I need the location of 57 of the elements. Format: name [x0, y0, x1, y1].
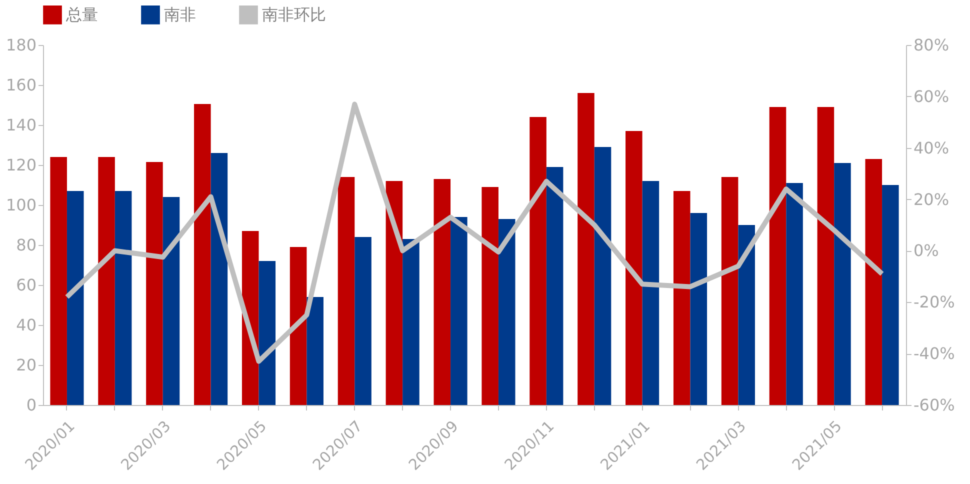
- y2-tick-label: -20%: [914, 292, 955, 312]
- y-tick-label: 160: [6, 76, 36, 94]
- bar: [114, 191, 132, 405]
- bar: [834, 163, 851, 405]
- bar: [738, 225, 755, 405]
- bar: [242, 231, 259, 405]
- bar: [290, 247, 307, 405]
- y-tick-label: 100: [6, 196, 36, 214]
- bar: [50, 157, 67, 405]
- bar: [865, 159, 882, 405]
- bar: [258, 261, 276, 405]
- bar: [530, 117, 546, 405]
- bar: [594, 147, 612, 405]
- legend-label: 南非: [164, 4, 196, 24]
- bar: [482, 187, 498, 405]
- y2-tick-label: 60%: [914, 86, 950, 106]
- bar: [306, 297, 324, 405]
- bar: [642, 181, 660, 405]
- bar: [194, 104, 211, 405]
- bar: [98, 157, 115, 405]
- y2-tick-label: 20%: [914, 190, 950, 209]
- y-tick-label: 20: [16, 356, 36, 374]
- bar: [690, 213, 708, 405]
- bar: [402, 239, 420, 405]
- y2-tick-label: 80%: [914, 36, 950, 54]
- bar: [162, 197, 180, 405]
- legend-label: 南非环比: [262, 4, 326, 24]
- bar: [386, 181, 403, 405]
- y2-tick-label: 0%: [914, 241, 939, 260]
- bar: [450, 217, 468, 405]
- bar: [66, 191, 84, 405]
- bar: [146, 162, 163, 405]
- bar: [721, 177, 738, 405]
- y2-tick-label: 40%: [914, 138, 950, 158]
- bar: [578, 93, 594, 405]
- bar: [817, 107, 834, 405]
- y2-tick-label: -40%: [914, 344, 955, 364]
- y-tick-label: 120: [6, 156, 36, 174]
- bar: [786, 183, 803, 405]
- bar: [210, 153, 228, 405]
- bar: [434, 179, 451, 405]
- y-tick-label: 40: [16, 316, 36, 334]
- bar: [626, 131, 642, 405]
- y-tick-label: 80: [16, 236, 36, 254]
- y-tick-label: 60: [16, 276, 36, 294]
- y-tick-label: 140: [6, 116, 36, 134]
- y-tick-label: 180: [6, 36, 36, 54]
- y-tick-label: 0: [26, 396, 36, 414]
- bar: [673, 191, 690, 405]
- bar: [498, 219, 516, 405]
- y2-tick-label: -60%: [914, 396, 955, 414]
- legend-label: 总量: [65, 4, 98, 24]
- bar: [769, 107, 786, 405]
- bar: [882, 185, 899, 405]
- bar: [338, 177, 355, 405]
- bar: [354, 237, 372, 405]
- bar: [546, 167, 564, 405]
